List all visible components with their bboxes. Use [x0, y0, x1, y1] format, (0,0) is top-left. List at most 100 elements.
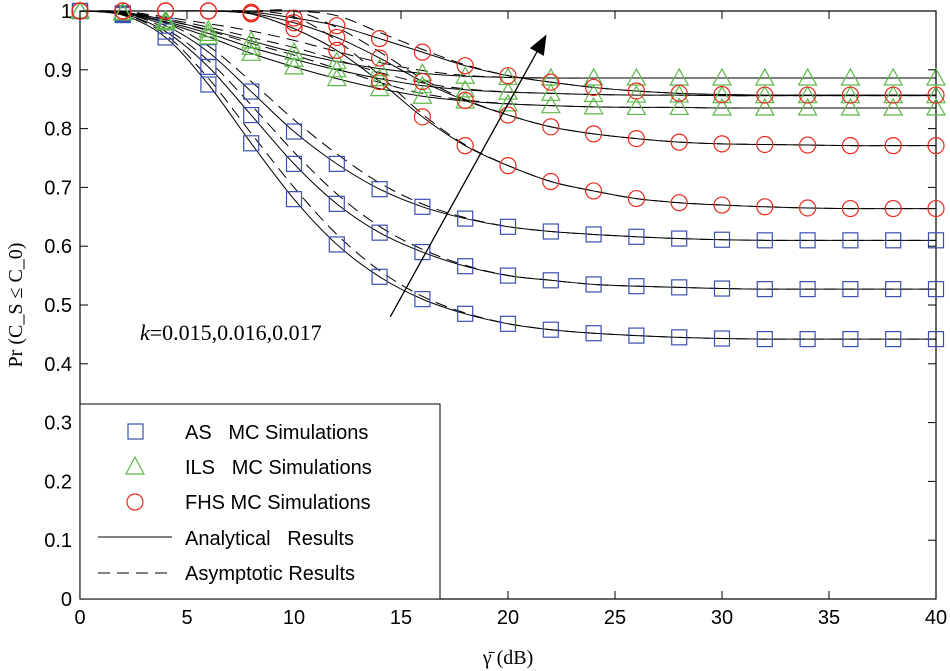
as-square-marker	[328, 195, 345, 212]
fhs-circle-marker	[285, 9, 303, 27]
fhs-circle-marker	[456, 91, 474, 109]
as-square-marker	[756, 331, 773, 348]
as-square-marker	[542, 223, 559, 240]
fhs-circle-marker	[157, 2, 175, 20]
fhs-circle-marker	[328, 28, 346, 47]
ils-triangle-marker	[840, 67, 861, 86]
as-square-marker	[243, 106, 260, 124]
as-square-marker	[671, 230, 688, 247]
legend-entry-fhs: FHS MC Simulations	[126, 492, 371, 514]
fhs-circle-marker	[798, 136, 817, 154]
legend-box	[79, 403, 441, 600]
as-square-marker	[200, 44, 217, 61]
ils-triangle-marker	[326, 51, 347, 70]
as-square-marker	[927, 281, 945, 298]
ils-triangle-marker	[583, 96, 604, 115]
fhs-circle-marker	[542, 118, 560, 136]
as-square-marker	[328, 236, 345, 253]
as-square-marker	[713, 231, 731, 248]
analytical-curve	[79, 10, 936, 96]
as-square-marker	[628, 327, 645, 344]
fhs-circle-marker	[371, 72, 389, 91]
fhs-circle-marker	[542, 172, 560, 191]
as-square-marker	[499, 218, 517, 235]
legend-square-marker	[127, 423, 144, 440]
as-square-marker	[756, 281, 773, 298]
ils-triangle-marker	[412, 86, 433, 104]
fhs-circle-marker	[371, 30, 389, 48]
annotation-arrow-line	[389, 51, 538, 318]
y-tick-label: 0.8	[44, 119, 72, 141]
analytical-curve	[79, 10, 936, 241]
as-square-marker	[243, 83, 260, 100]
fhs-circle-marker	[798, 86, 817, 104]
fhs-circle-marker	[328, 41, 346, 59]
ils-triangle-marker	[583, 67, 604, 86]
ils-triangle-marker	[711, 97, 733, 116]
ils-triangle-marker	[754, 67, 775, 86]
analytical-curve	[79, 10, 936, 290]
as-square-marker	[585, 226, 602, 243]
fhs-circle-marker	[285, 20, 303, 38]
ils-triangle-marker	[797, 97, 818, 116]
fhs-circle-marker	[584, 182, 603, 200]
ils-triangle-marker	[241, 37, 262, 56]
legend-entry-as: AS MC Simulations	[127, 422, 368, 444]
legend-entry-ils: ILS MC Simulations	[125, 455, 372, 479]
fhs-circle-marker	[413, 72, 431, 91]
legend-label-asymptotic: Asymptotic Results	[185, 563, 355, 585]
fhs-circle-marker	[627, 129, 646, 148]
ils-triangle-marker	[797, 67, 818, 86]
analytical-curve	[79, 10, 936, 340]
ils-triangle-marker	[455, 66, 476, 84]
ils-triangle-marker	[497, 67, 519, 86]
fhs-circle-marker	[927, 137, 945, 155]
y-tick-label: 0.9	[44, 60, 72, 82]
as-square-marker	[799, 331, 816, 348]
ils-triangle-marker	[626, 97, 647, 116]
y-tick-label: 0.4	[44, 354, 72, 376]
as-square-marker	[713, 280, 731, 297]
x-tick-label: 20	[497, 607, 519, 629]
ils-triangle-marker	[241, 43, 262, 61]
axis-ticks: 0 5 10 15 20 25 30 35 40 0 0.1 0.2 0.3 0.4 0.5 0.6 0.7 0.…	[44, 1, 947, 629]
fhs-circle-marker	[199, 2, 217, 20]
as-square-marker	[671, 279, 688, 296]
ils-triangle-marker	[754, 97, 775, 116]
as-square-marker	[799, 232, 816, 249]
y-axis-label: Pr (C_S ≤ C_0)	[5, 243, 27, 368]
legend-triangle-marker	[125, 455, 145, 475]
as-square-marker	[371, 181, 388, 198]
as-square-marker	[457, 305, 474, 322]
fhs-circle-marker	[584, 125, 603, 143]
fhs-circle-marker	[499, 106, 517, 124]
legend: AS MC Simulations ILS MC Simulations FHS…	[79, 403, 441, 600]
as-square-marker	[842, 331, 859, 348]
ils-triangle-marker	[198, 19, 219, 38]
x-tick-label: 10	[283, 607, 305, 629]
fhs-circle-marker	[670, 133, 688, 151]
x-tick-label: 0	[74, 607, 85, 629]
ils-triangle-marker	[626, 84, 647, 103]
as-square-marker	[328, 155, 345, 172]
as-square-marker	[885, 232, 902, 249]
fhs-circle-marker	[756, 135, 774, 154]
fhs-circle-marker	[499, 67, 517, 85]
fhs-circle-marker	[884, 199, 902, 218]
as-square-marker	[499, 315, 517, 332]
fhs-circle-marker	[456, 137, 474, 155]
legend-label-analytical: Analytical Results	[185, 528, 354, 550]
marker-layer	[69, 0, 947, 348]
ils-triangle-marker	[241, 30, 262, 49]
ils-triangle-marker	[883, 97, 904, 116]
ils-triangle-marker	[925, 67, 947, 86]
fhs-circle-marker	[542, 73, 560, 91]
as-square-marker	[885, 331, 902, 348]
fhs-circle-marker	[927, 199, 945, 218]
as-square-marker	[842, 281, 859, 298]
ils-triangle-marker	[626, 67, 647, 86]
ils-triangle-marker	[369, 58, 390, 77]
fhs-circle-marker	[713, 196, 731, 214]
as-square-marker	[542, 272, 559, 289]
y-tick-label: 1	[61, 1, 72, 23]
